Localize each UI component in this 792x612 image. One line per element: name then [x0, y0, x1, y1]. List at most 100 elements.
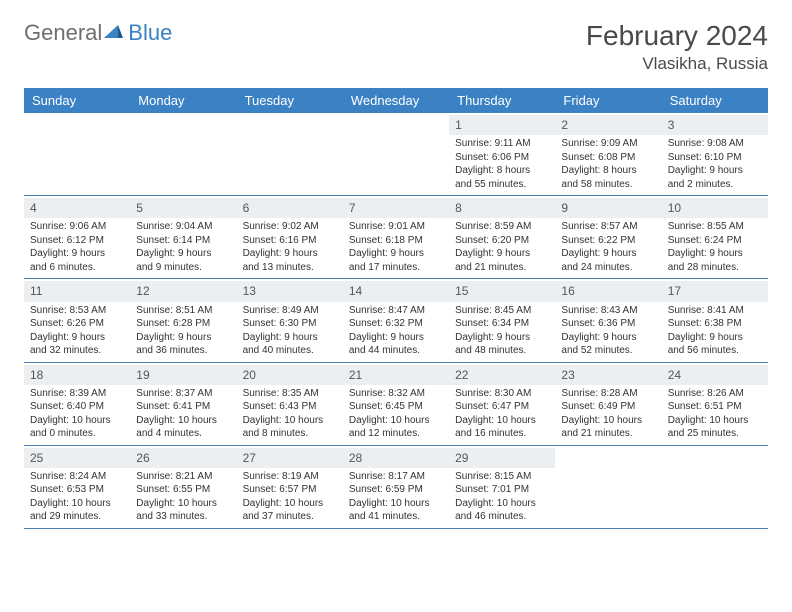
- day-number: 22: [449, 365, 555, 385]
- day-cell: 11Sunrise: 8:53 AMSunset: 6:26 PMDayligh…: [24, 279, 130, 361]
- sunrise-text: Sunrise: 9:02 AM: [243, 220, 337, 234]
- day-cell: 16Sunrise: 8:43 AMSunset: 6:36 PMDayligh…: [555, 279, 661, 361]
- sunrise-text: Sunrise: 8:32 AM: [349, 387, 443, 401]
- daylight-text: and 44 minutes.: [349, 344, 443, 358]
- daylight-text: Daylight: 9 hours: [30, 247, 124, 261]
- sunrise-text: Sunrise: 8:47 AM: [349, 304, 443, 318]
- day-number: 16: [555, 281, 661, 301]
- sunset-text: Sunset: 6:57 PM: [243, 483, 337, 497]
- sunrise-text: Sunrise: 9:01 AM: [349, 220, 443, 234]
- logo: General Blue: [24, 20, 172, 46]
- sunrise-text: Sunrise: 8:59 AM: [455, 220, 549, 234]
- day-number: 23: [555, 365, 661, 385]
- sunset-text: Sunset: 6:36 PM: [561, 317, 655, 331]
- sunrise-text: Sunrise: 8:51 AM: [136, 304, 230, 318]
- day-number: 21: [343, 365, 449, 385]
- day-number: 5: [130, 198, 236, 218]
- day-number: [130, 115, 236, 135]
- logo-text-blue: Blue: [128, 20, 172, 46]
- sunset-text: Sunset: 6:08 PM: [561, 151, 655, 165]
- sunrise-text: Sunrise: 8:55 AM: [668, 220, 762, 234]
- daylight-text: Daylight: 9 hours: [136, 331, 230, 345]
- sunrise-text: Sunrise: 8:19 AM: [243, 470, 337, 484]
- sunrise-text: Sunrise: 9:06 AM: [30, 220, 124, 234]
- sunset-text: Sunset: 6:26 PM: [30, 317, 124, 331]
- day-cell: 5Sunrise: 9:04 AMSunset: 6:14 PMDaylight…: [130, 196, 236, 278]
- day-number: 8: [449, 198, 555, 218]
- daylight-text: Daylight: 9 hours: [136, 247, 230, 261]
- sunset-text: Sunset: 6:32 PM: [349, 317, 443, 331]
- daylight-text: and 16 minutes.: [455, 427, 549, 441]
- daylight-text: Daylight: 9 hours: [668, 247, 762, 261]
- day-cell: 2Sunrise: 9:09 AMSunset: 6:08 PMDaylight…: [555, 113, 661, 195]
- sunrise-text: Sunrise: 9:09 AM: [561, 137, 655, 151]
- day-cell: [662, 446, 768, 528]
- day-cell: [237, 113, 343, 195]
- daylight-text: Daylight: 10 hours: [136, 497, 230, 511]
- day-cell: 27 Sunrise: 8:19 AMSunset: 6:57 PMDayligh…: [237, 446, 343, 528]
- calendar: Sunday Monday Tuesday Wednesday Thursday…: [24, 88, 768, 529]
- daylight-text: and 33 minutes.: [136, 510, 230, 524]
- day-cell: [24, 113, 130, 195]
- day-number: 7: [343, 198, 449, 218]
- day-number: 12: [130, 281, 236, 301]
- day-cell: 18Sunrise: 8:39 AMSunset: 6:40 PMDayligh…: [24, 363, 130, 445]
- daylight-text: and 12 minutes.: [349, 427, 443, 441]
- sunset-text: Sunset: 6:51 PM: [668, 400, 762, 414]
- daylight-text: Daylight: 10 hours: [243, 497, 337, 511]
- location: Vlasikha, Russia: [586, 54, 768, 74]
- day-number: [24, 115, 130, 135]
- sunset-text: Sunset: 6:55 PM: [136, 483, 230, 497]
- daylight-text: and 41 minutes.: [349, 510, 443, 524]
- day-cell: 3Sunrise: 9:08 AMSunset: 6:10 PMDaylight…: [662, 113, 768, 195]
- weekday-label: Tuesday: [237, 88, 343, 113]
- day-cell: 1Sunrise: 9:11 AMSunset: 6:06 PMDaylight…: [449, 113, 555, 195]
- day-cell: [555, 446, 661, 528]
- sunset-text: Sunset: 6:12 PM: [30, 234, 124, 248]
- week-row: 25Sunrise: 8:24 AMSunset: 6:53 PMDayligh…: [24, 446, 768, 529]
- sunset-text: Sunset: 6:14 PM: [136, 234, 230, 248]
- daylight-text: Daylight: 9 hours: [561, 331, 655, 345]
- daylight-text: and 28 minutes.: [668, 261, 762, 275]
- day-number: 27: [237, 448, 343, 468]
- daylight-text: and 46 minutes.: [455, 510, 549, 524]
- daylight-text: and 0 minutes.: [30, 427, 124, 441]
- sunset-text: Sunset: 6:20 PM: [455, 234, 549, 248]
- day-number: 24: [662, 365, 768, 385]
- week-row: 11Sunrise: 8:53 AMSunset: 6:26 PMDayligh…: [24, 279, 768, 362]
- day-number: 1: [449, 115, 555, 135]
- daylight-text: Daylight: 9 hours: [668, 331, 762, 345]
- daylight-text: Daylight: 9 hours: [455, 331, 549, 345]
- sunset-text: Sunset: 6:34 PM: [455, 317, 549, 331]
- daylight-text: and 32 minutes.: [30, 344, 124, 358]
- daylight-text: and 17 minutes.: [349, 261, 443, 275]
- daylight-text: Daylight: 9 hours: [243, 331, 337, 345]
- day-number: 29: [449, 448, 555, 468]
- day-cell: 26Sunrise: 8:21 AMSunset: 6:55 PMDayligh…: [130, 446, 236, 528]
- daylight-text: Daylight: 8 hours: [561, 164, 655, 178]
- daylight-text: Daylight: 10 hours: [30, 414, 124, 428]
- day-cell: 21Sunrise: 8:32 AMSunset: 6:45 PMDayligh…: [343, 363, 449, 445]
- day-number: 26: [130, 448, 236, 468]
- daylight-text: and 24 minutes.: [561, 261, 655, 275]
- daylight-text: Daylight: 10 hours: [349, 414, 443, 428]
- sunset-text: Sunset: 6:06 PM: [455, 151, 549, 165]
- sunrise-text: Sunrise: 8:15 AM: [455, 470, 549, 484]
- daylight-text: Daylight: 10 hours: [243, 414, 337, 428]
- day-number: [343, 115, 449, 135]
- sunset-text: Sunset: 6:49 PM: [561, 400, 655, 414]
- day-number: 11: [24, 281, 130, 301]
- day-cell: 12Sunrise: 8:51 AMSunset: 6:28 PMDayligh…: [130, 279, 236, 361]
- day-number: [662, 448, 768, 468]
- weekday-label: Sunday: [24, 88, 130, 113]
- day-number: 6: [237, 198, 343, 218]
- daylight-text: Daylight: 8 hours: [455, 164, 549, 178]
- day-cell: 8Sunrise: 8:59 AMSunset: 6:20 PMDaylight…: [449, 196, 555, 278]
- sunset-text: Sunset: 6:40 PM: [30, 400, 124, 414]
- daylight-text: Daylight: 10 hours: [349, 497, 443, 511]
- daylight-text: and 21 minutes.: [455, 261, 549, 275]
- daylight-text: Daylight: 10 hours: [455, 414, 549, 428]
- day-number: 19: [130, 365, 236, 385]
- week-row: 1Sunrise: 9:11 AMSunset: 6:06 PMDaylight…: [24, 113, 768, 196]
- day-number: 3: [662, 115, 768, 135]
